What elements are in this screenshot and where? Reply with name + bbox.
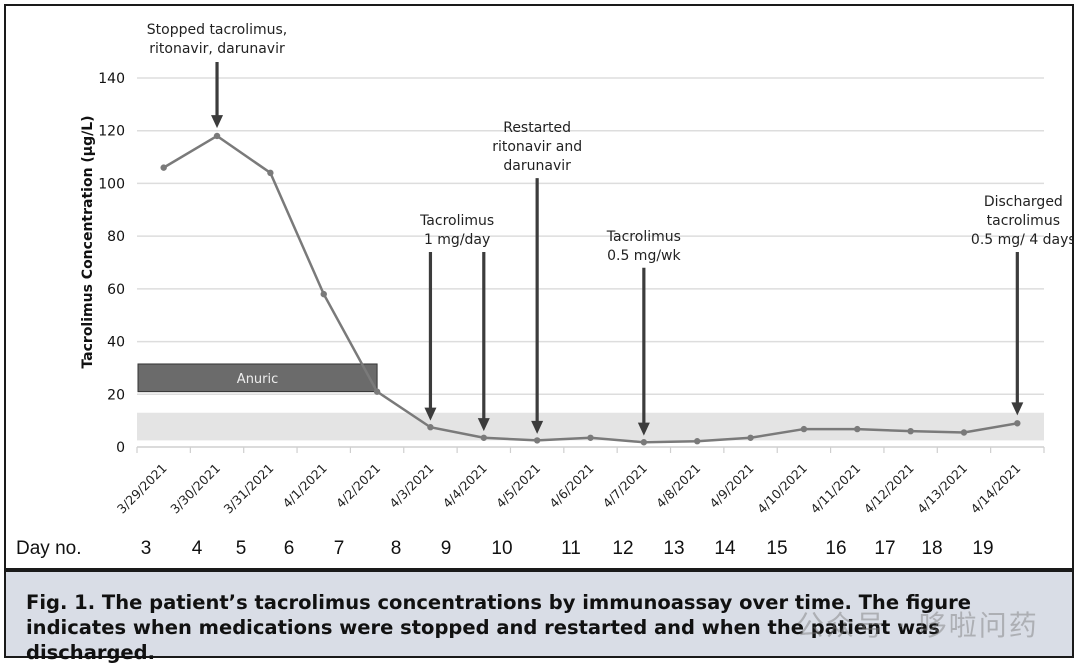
day-number: 15 <box>766 538 787 559</box>
y-tick-label: 20 <box>107 387 125 403</box>
x-tick-label: 4/3/2021 <box>386 461 436 511</box>
data-point <box>960 429 968 436</box>
annotation-text: 1 mg/day <box>424 232 490 248</box>
x-tick-label: 4/10/2021 <box>754 461 810 517</box>
data-point <box>640 439 648 446</box>
x-tick-label: 4/9/2021 <box>706 461 756 511</box>
y-axis-label: Tacrolimus Concentration (µg/L) <box>80 115 96 368</box>
arrow-head-icon <box>211 115 224 129</box>
x-tick-label: 4/12/2021 <box>861 461 917 517</box>
data-point <box>800 425 808 433</box>
anuric-label: Anuric <box>237 372 278 387</box>
data-point <box>1014 420 1021 427</box>
data-point <box>533 437 541 444</box>
y-tick-label: 140 <box>98 71 125 87</box>
day-number: 10 <box>491 538 512 559</box>
annotation-text: Tacrolimus <box>606 229 681 245</box>
annotation-text: Stopped tacrolimus, <box>147 22 287 38</box>
day-number: 9 <box>441 538 452 559</box>
day-number: 11 <box>561 538 581 559</box>
arrow-head-icon <box>424 407 437 421</box>
x-tick-label: 3/29/2021 <box>114 461 170 517</box>
data-point <box>427 424 434 431</box>
arrow-head-icon <box>531 420 544 434</box>
y-tick-label: 40 <box>107 335 125 351</box>
day-number: 13 <box>663 538 684 559</box>
x-tick-label: 4/13/2021 <box>914 461 970 517</box>
day-number: 4 <box>192 538 203 559</box>
x-tick-label: 4/1/2021 <box>280 461 330 511</box>
x-tick-label: 4/8/2021 <box>653 461 703 511</box>
day-number: 8 <box>391 538 402 559</box>
annotation-text: ritonavir and <box>492 139 582 155</box>
annotation-text: Tacrolimus <box>419 213 494 229</box>
caption-box: Fig. 1. The patient’s tacrolimus concent… <box>4 570 1074 664</box>
data-point <box>587 434 594 441</box>
x-tick-label: 4/11/2021 <box>807 461 863 517</box>
data-point <box>907 427 914 435</box>
y-tick-label: 80 <box>107 229 125 245</box>
figure-frame: 0 20 40 60 80 100 120 140 Anuric Stopped tacrol… <box>4 4 1074 570</box>
x-tick-label: 4/7/2021 <box>600 461 650 511</box>
data-point <box>854 425 861 433</box>
annotation-text: tacrolimus <box>987 213 1060 229</box>
day-row-label: Day no. <box>16 538 81 559</box>
y-tick-label: 0 <box>116 440 125 456</box>
x-tick-label: 3/30/2021 <box>167 461 223 517</box>
data-point <box>747 434 754 441</box>
annotation-text: darunavir <box>503 158 571 174</box>
x-tick-label: 4/6/2021 <box>546 461 596 511</box>
x-tick-label: 3/31/2021 <box>221 461 277 517</box>
annotation-text: ritonavir, darunavir <box>149 41 285 57</box>
figure-caption: Fig. 1. The patient’s tacrolimus concent… <box>26 591 971 664</box>
x-tick-label: 4/14/2021 <box>968 461 1024 517</box>
day-number: 6 <box>284 538 295 559</box>
data-point <box>213 132 221 140</box>
anuric-box <box>137 363 378 393</box>
day-number: 17 <box>874 538 895 559</box>
data-point <box>267 169 274 177</box>
annotation-text: 0.5 mg/ 4 days <box>971 232 1072 248</box>
arrow-head-icon <box>477 418 490 432</box>
day-number: 3 <box>141 538 152 559</box>
annotation-text: Discharged <box>984 194 1063 210</box>
data-point <box>320 290 327 298</box>
day-number: 18 <box>921 538 942 559</box>
data-point <box>694 438 701 445</box>
arrow-head-icon <box>1011 402 1024 416</box>
data-point <box>480 434 487 441</box>
watermark: 公众号 · 哆啦问药 <box>796 609 1039 642</box>
day-number: 14 <box>714 538 736 559</box>
day-number: 12 <box>612 538 633 559</box>
data-point <box>373 388 381 395</box>
x-tick-label: 4/5/2021 <box>493 461 543 511</box>
day-number: 16 <box>825 538 846 559</box>
day-number: 19 <box>972 538 993 559</box>
day-number: 7 <box>334 538 345 559</box>
y-tick-label: 120 <box>98 124 125 140</box>
x-tick-label: 4/2/2021 <box>333 461 383 511</box>
annotation-text: 0.5 mg/wk <box>607 248 681 264</box>
annotation-text: Restarted <box>503 120 571 136</box>
y-tick-label: 100 <box>98 176 125 192</box>
tacrolimus-chart: 0 20 40 60 80 100 120 140 Anuric Stopped tacrol… <box>16 22 1072 559</box>
data-point <box>160 164 167 171</box>
arrow-head-icon <box>637 422 650 436</box>
x-tick-label: 4/4/2021 <box>440 461 490 511</box>
y-tick-label: 60 <box>107 282 125 298</box>
day-number: 5 <box>236 538 247 559</box>
